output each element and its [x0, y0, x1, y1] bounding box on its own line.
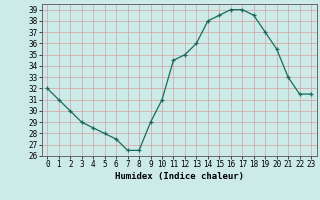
X-axis label: Humidex (Indice chaleur): Humidex (Indice chaleur): [115, 172, 244, 181]
